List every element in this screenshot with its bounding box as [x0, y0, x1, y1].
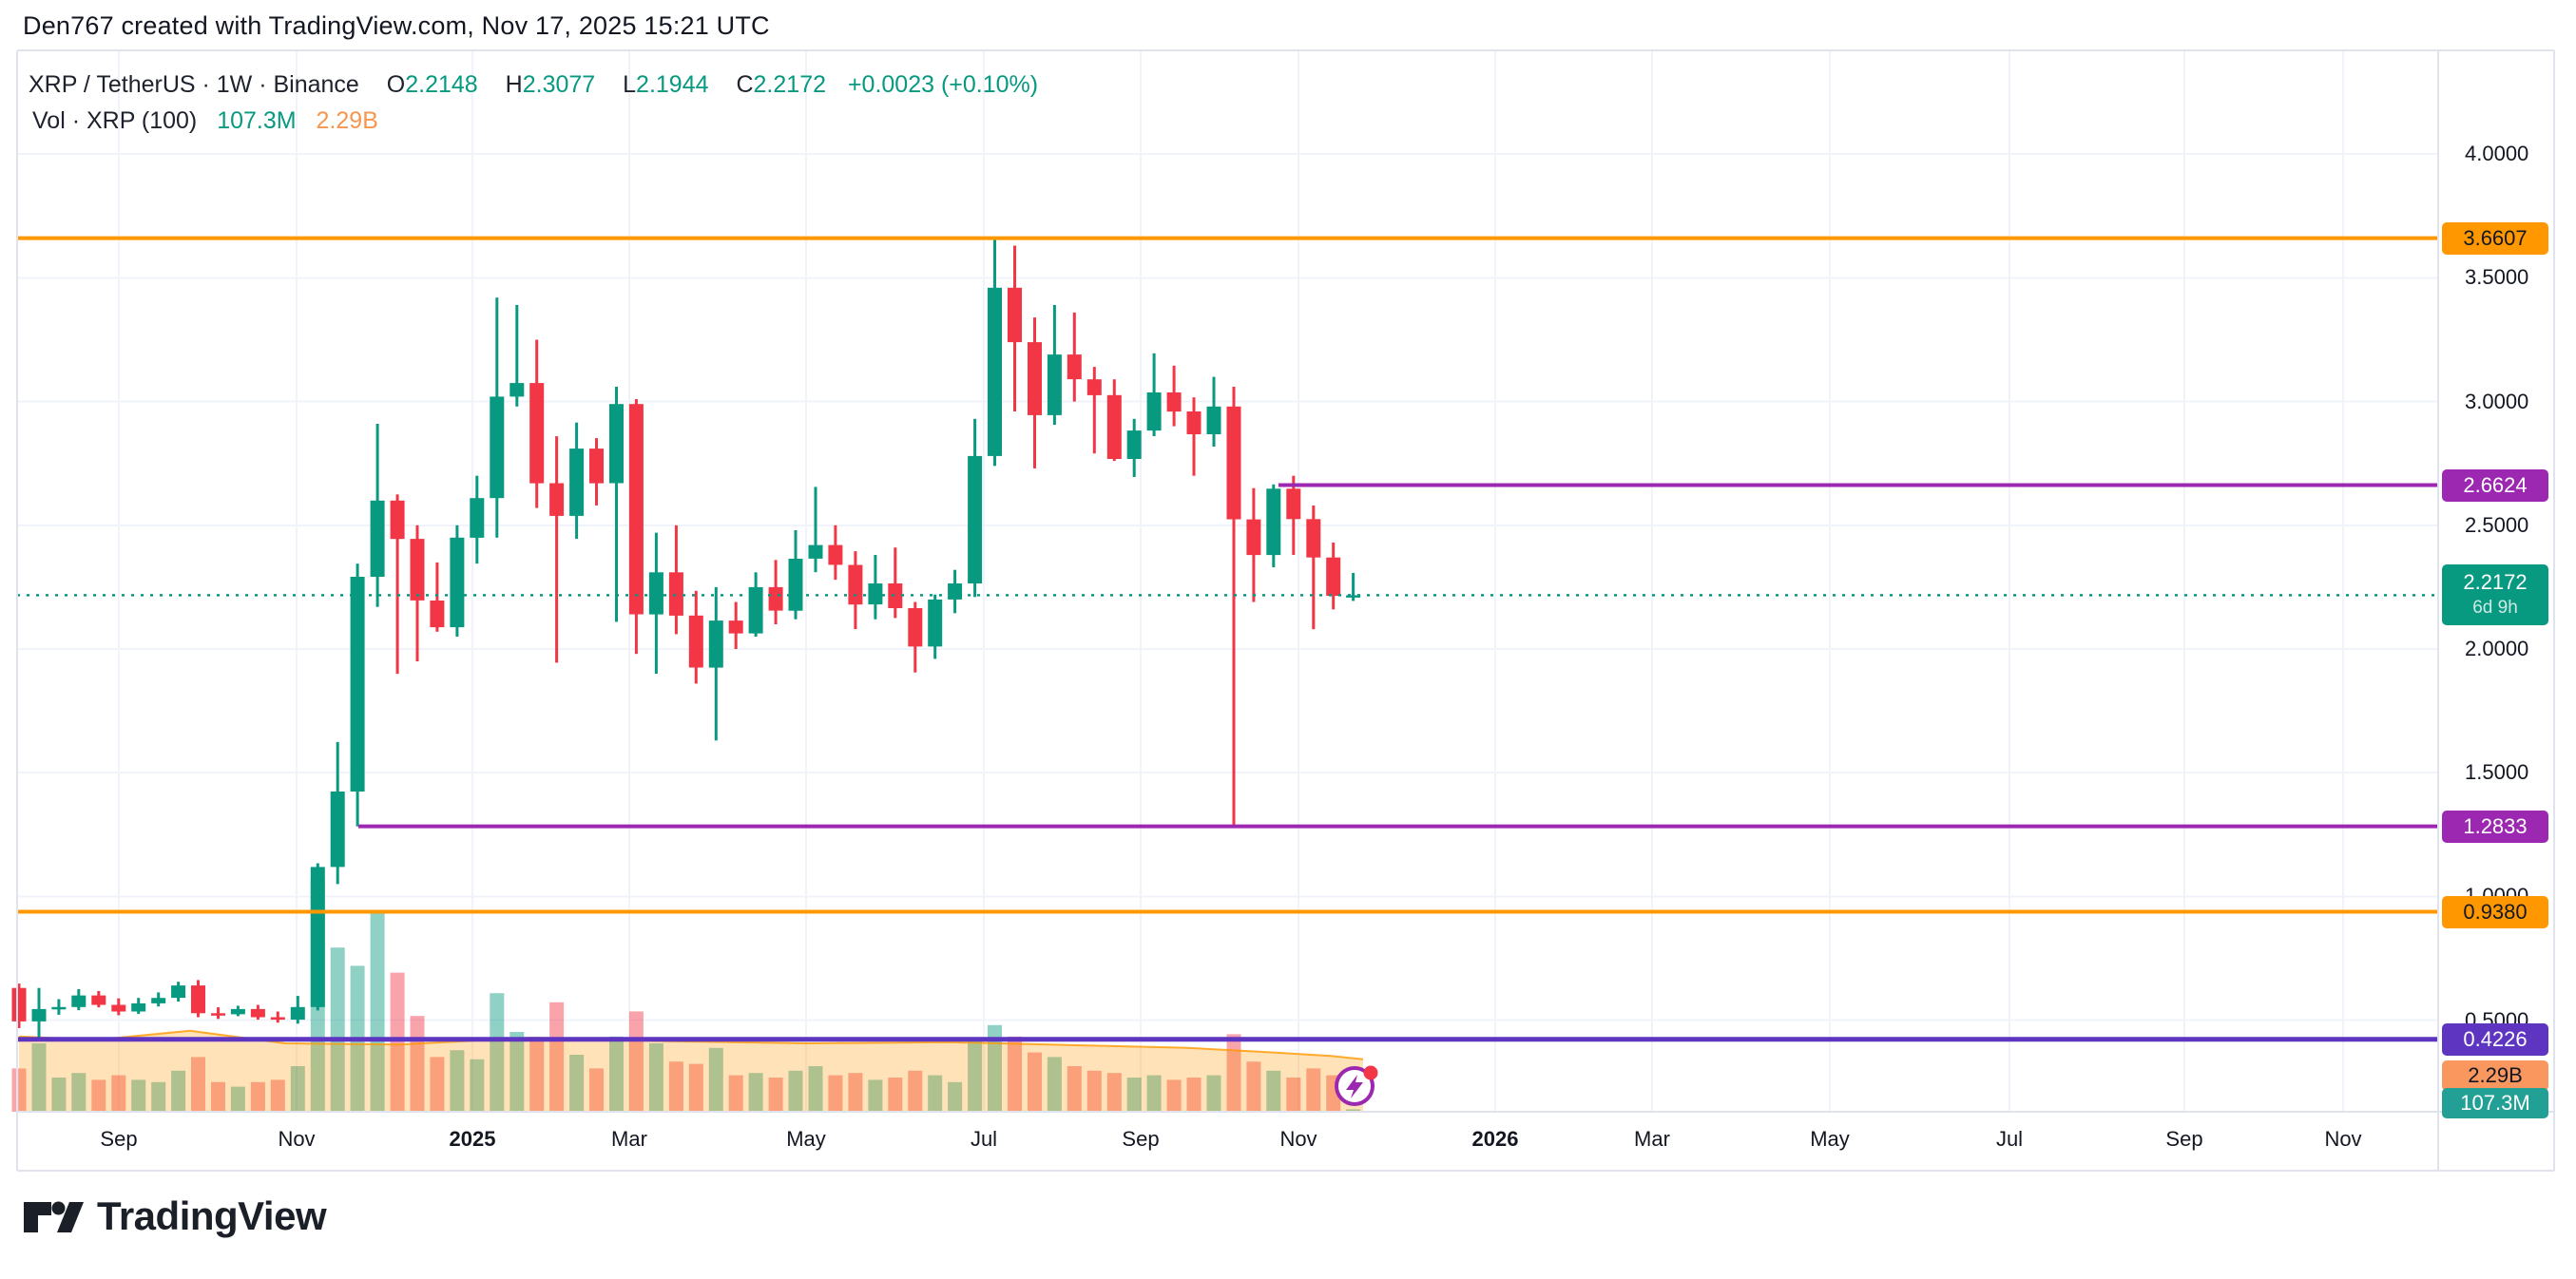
high-value: 2.3077	[522, 71, 596, 98]
change-value: +0.0023 (+0.10%)	[847, 71, 1039, 98]
volume-ma-value: 2.29B	[316, 107, 378, 134]
price-tick-label: 2.5000	[2465, 513, 2529, 537]
high-label: H	[505, 71, 523, 98]
chart-legend: XRP / TetherUS · 1W · Binance O2.2148 H2…	[29, 67, 1038, 139]
tradingview-logo-mark	[24, 1201, 84, 1232]
time-tick-label: Jul	[1995, 1127, 2024, 1151]
low-label: L	[623, 71, 637, 98]
legend-symbol-row: XRP / TetherUS · 1W · Binance O2.2148 H2…	[29, 67, 1038, 103]
price-axis[interactable]: 4.00003.50003.00002.50002.00001.50001.00…	[2438, 50, 2554, 1118]
time-tick-label: Jul	[970, 1127, 998, 1151]
time-tick-label: Sep	[1122, 1127, 1160, 1151]
time-tick-label: May	[786, 1127, 826, 1151]
volume-value: 107.3M	[217, 107, 297, 134]
price-level-badge: 0.9380	[2442, 896, 2548, 928]
current-price-badge: 2.2172 6d 9h	[2442, 564, 2548, 625]
time-tick-label: Nov	[2324, 1127, 2362, 1151]
watermark-title: Den767 created with TradingView.com, Nov…	[23, 11, 770, 40]
volume-value-badge: 107.3M	[2442, 1088, 2548, 1118]
time-tick-label: Nov	[278, 1127, 316, 1151]
price-tick-label: 4.0000	[2465, 142, 2529, 165]
lightning-bolt-icon	[1346, 1075, 1363, 1098]
price-level-badge: 2.6624	[2442, 469, 2548, 502]
price-tick-label: 3.5000	[2465, 265, 2529, 289]
legend-volume-row: Vol · XRP (100) 107.3M 2.29B	[29, 103, 1038, 139]
time-tick-label: Mar	[611, 1127, 647, 1151]
tradingview-logo[interactable]: TradingView	[23, 1193, 327, 1239]
time-tick-label: 2025	[449, 1127, 496, 1151]
price-level-badge: 1.2833	[2442, 811, 2548, 843]
time-axis[interactable]: Sep Nov 2025 Mar May Jul Sep Nov 2026 Mar May Jul Se…	[0, 1112, 2554, 1171]
bar-countdown: 6d 9h	[2472, 598, 2518, 618]
close-label: C	[736, 71, 754, 98]
time-tick-label: Mar	[1634, 1127, 1670, 1151]
notification-dot	[1363, 1065, 1378, 1080]
open-value: 2.2148	[405, 71, 478, 98]
price-level-badge: 3.6607	[2442, 222, 2548, 255]
time-tick-label: Sep	[2165, 1127, 2203, 1151]
time-tick-label: Sep	[100, 1127, 138, 1151]
price-tick-label: 2.0000	[2465, 637, 2529, 660]
live-streaming-icon[interactable]	[1333, 1062, 1382, 1110]
price-tick-label: 1.5000	[2465, 760, 2529, 784]
time-tick-label: Nov	[1279, 1127, 1317, 1151]
open-label: O	[386, 71, 406, 98]
symbol-title[interactable]: XRP / TetherUS · 1W · Binance	[29, 71, 359, 98]
close-value: 2.2172	[753, 71, 826, 98]
price-level-badge: 0.4226	[2442, 1023, 2548, 1056]
time-tick-label: May	[1810, 1127, 1850, 1151]
price-tick-label: 3.0000	[2465, 390, 2529, 413]
tradingview-logo-text: TradingView	[97, 1193, 327, 1238]
low-value: 2.1944	[636, 71, 709, 98]
volume-value-badge: 2.29B	[2442, 1060, 2548, 1091]
time-tick-label: 2026	[1471, 1127, 1519, 1151]
volume-indicator-title[interactable]: Vol · XRP (100)	[32, 107, 198, 134]
